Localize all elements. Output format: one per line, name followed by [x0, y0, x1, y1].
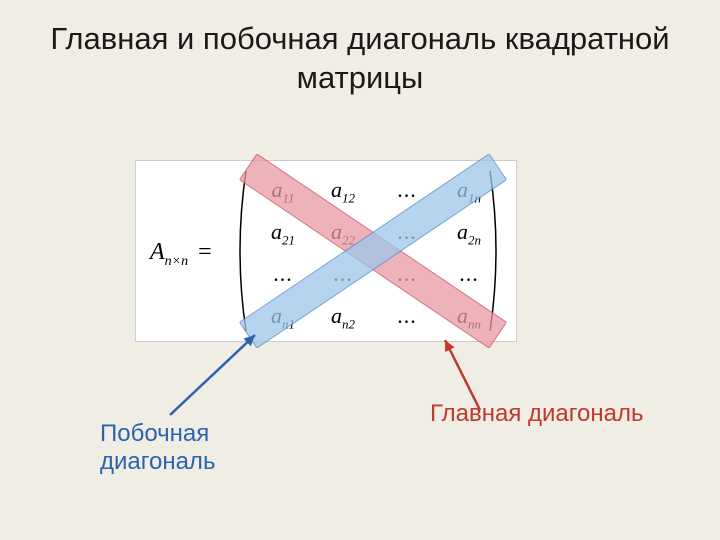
cell-2-2: ... — [380, 261, 434, 287]
cell-1-0: a21 — [256, 219, 310, 248]
cell-1-3: a2n — [442, 219, 496, 248]
cell-3-0: an1 — [256, 303, 310, 332]
cell-0-0: a11 — [256, 177, 310, 206]
anti-diagonal-label: Побочная диагональ — [100, 420, 215, 475]
cell-2-0: ... — [256, 261, 310, 287]
anti-label-line1: Побочная — [100, 420, 209, 447]
left-paren — [232, 169, 250, 333]
matrix-box: An×n = a11a12... a1n a21a22... a2n.........… — [135, 160, 517, 342]
main-diagonal-label: Главная диагональ — [430, 400, 643, 428]
cell-1-2: ... — [380, 219, 434, 245]
cell-0-1: a12 — [316, 177, 370, 206]
cell-3-2: ... — [380, 303, 434, 329]
main-label-text: Главная диагональ — [430, 400, 643, 427]
anti-label-line2: диагональ — [100, 448, 215, 475]
matrix-lhs: An×n = — [150, 239, 212, 270]
matrix-symbol: A — [150, 239, 165, 265]
cell-2-1: ... — [316, 261, 370, 287]
matrix-sub: n×n — [165, 254, 188, 269]
cell-2-3: ... — [442, 261, 496, 287]
cell-0-2: ... — [380, 177, 434, 203]
slide-title: Главная и побочная диагональ квадратной … — [0, 20, 720, 98]
equals-sign: = — [198, 239, 212, 265]
cell-0-3: a1n — [442, 177, 496, 206]
slide: Главная и побочная диагональ квадратной … — [0, 0, 720, 540]
cell-3-3: ann — [442, 303, 496, 332]
cell-1-1: a22 — [316, 219, 370, 248]
cell-3-1: an2 — [316, 303, 370, 332]
